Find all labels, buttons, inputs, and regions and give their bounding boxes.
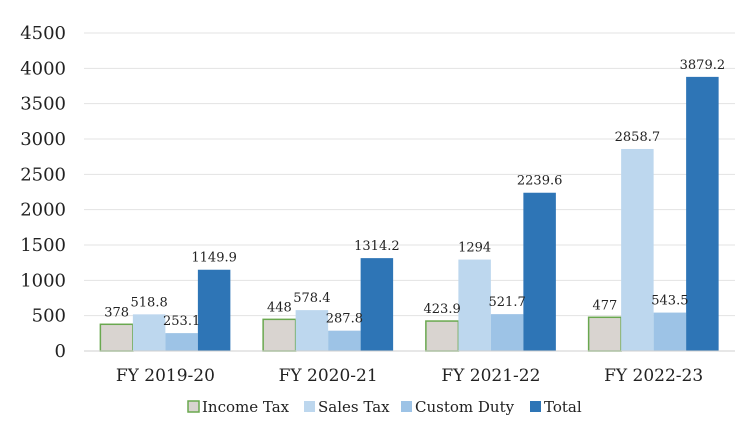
data-label: 1294 bbox=[458, 241, 491, 256]
y-tick-label: 1000 bbox=[20, 270, 66, 291]
legend-label: Income Tax bbox=[202, 398, 290, 416]
x-category-label: FY 2022-23 bbox=[604, 366, 703, 386]
y-tick-label: 3000 bbox=[20, 129, 66, 150]
data-label: 448 bbox=[267, 300, 292, 315]
bar-sales-tax bbox=[295, 310, 329, 351]
y-tick-label: 4500 bbox=[20, 23, 66, 44]
y-tick-label: 2000 bbox=[20, 200, 66, 221]
bar-total bbox=[686, 76, 719, 351]
legend-swatch-sales-tax bbox=[304, 401, 315, 412]
legend-swatch-total bbox=[530, 401, 541, 412]
data-label: 287.8 bbox=[326, 312, 363, 327]
data-label: 521.7 bbox=[489, 295, 526, 310]
legend-swatch-custom-duty bbox=[401, 401, 412, 412]
legend: Income Tax Sales Tax Custom Duty Total bbox=[187, 398, 582, 416]
bar-total bbox=[360, 258, 394, 351]
data-label: 2239.6 bbox=[517, 174, 563, 189]
gridlines bbox=[84, 32, 735, 317]
legend-label: Sales Tax bbox=[318, 398, 390, 416]
bar-sales-tax bbox=[458, 259, 491, 351]
data-label: 578.4 bbox=[293, 291, 330, 306]
y-tick-label: 2500 bbox=[20, 164, 66, 185]
data-label: 2858.7 bbox=[615, 130, 661, 145]
data-label: 518.8 bbox=[131, 295, 168, 310]
y-tick-label: 4000 bbox=[20, 58, 66, 79]
data-label: 1314.2 bbox=[354, 239, 400, 254]
bar-total bbox=[523, 192, 556, 351]
bar-income-tax bbox=[99, 323, 134, 352]
bar-custom-duty bbox=[165, 333, 198, 351]
bar-income-tax bbox=[425, 320, 460, 352]
x-category-label: FY 2020-21 bbox=[279, 366, 378, 386]
bars bbox=[99, 76, 719, 352]
x-category-label: FY 2021-22 bbox=[441, 366, 540, 386]
legend-label: Total bbox=[544, 398, 582, 416]
legend-swatch-income-tax bbox=[187, 400, 200, 413]
bar-income-tax bbox=[262, 318, 297, 352]
data-label: 3879.2 bbox=[680, 58, 726, 73]
bar-custom-duty bbox=[490, 314, 524, 351]
bar-sales-tax bbox=[621, 148, 654, 351]
bar-income-tax bbox=[587, 316, 622, 352]
data-label: 477 bbox=[592, 298, 617, 313]
x-axis-category-labels: FY 2019-20 FY 2020-21 FY 2021-22 FY 2022-23 bbox=[116, 366, 703, 386]
data-label: 1149.9 bbox=[191, 251, 237, 266]
data-label: 543.5 bbox=[651, 294, 688, 309]
legend-label: Custom Duty bbox=[415, 398, 515, 416]
bar-sales-tax bbox=[132, 314, 166, 351]
x-category-label: FY 2019-20 bbox=[116, 366, 215, 386]
y-axis-tick-labels: 0 500 1000 1500 2000 2500 3000 3500 4000 4500 bbox=[20, 23, 66, 362]
data-label: 378 bbox=[104, 305, 129, 320]
y-tick-label: 1500 bbox=[20, 235, 66, 256]
y-tick-label: 500 bbox=[32, 306, 66, 327]
data-label: 253.1 bbox=[163, 314, 200, 329]
y-tick-label: 0 bbox=[55, 341, 66, 362]
y-tick-label: 3500 bbox=[20, 94, 66, 115]
bar-total bbox=[197, 269, 231, 351]
bar-custom-duty bbox=[328, 330, 361, 351]
data-label: 423.9 bbox=[424, 302, 461, 317]
bar-custom-duty bbox=[653, 312, 687, 351]
